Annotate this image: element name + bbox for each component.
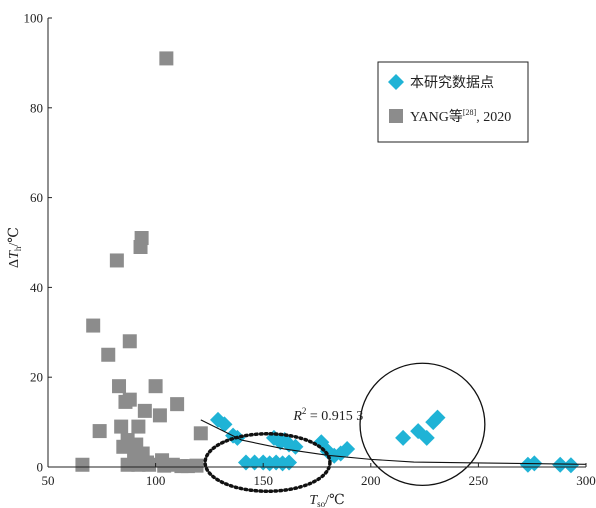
data-point xyxy=(131,419,146,434)
data-point xyxy=(429,409,446,426)
legend-box xyxy=(377,61,529,143)
data-point xyxy=(142,457,157,472)
data-point xyxy=(92,424,107,439)
y-tick-label: 60 xyxy=(30,190,43,205)
data-point xyxy=(152,408,167,423)
data-point xyxy=(552,456,569,473)
x-axis: 50 100 150 200 250 300 Tso/℃ xyxy=(42,463,596,508)
data-point xyxy=(193,426,208,441)
x-tick-label: 250 xyxy=(469,473,489,488)
x-tick-label: 150 xyxy=(253,473,273,488)
x-tick-label: 200 xyxy=(361,473,381,488)
y-tick-label: 20 xyxy=(30,370,43,385)
data-point xyxy=(86,318,101,333)
legend: 本研究数据点 YANG等[28], 2020 xyxy=(377,61,529,143)
y-tick-label: 40 xyxy=(30,280,43,295)
y-tick-label: 100 xyxy=(24,11,44,26)
data-point xyxy=(418,429,435,446)
x-tick-label: 100 xyxy=(146,473,166,488)
x-tick-label: 300 xyxy=(576,473,596,488)
series-yang xyxy=(75,51,208,474)
x-tick-label: 50 xyxy=(42,473,55,488)
data-point xyxy=(109,253,124,268)
legend-square-marker xyxy=(389,109,403,123)
data-point xyxy=(137,403,152,418)
data-point xyxy=(189,458,204,473)
data-point xyxy=(75,457,90,472)
data-point xyxy=(170,397,185,412)
data-point xyxy=(134,231,149,246)
data-point xyxy=(101,347,116,362)
data-point xyxy=(159,51,174,66)
fit-curve xyxy=(200,419,587,465)
data-point xyxy=(148,379,163,394)
legend-diamond-marker xyxy=(388,74,404,90)
data-point xyxy=(122,392,137,407)
y-axis: 0 20 40 60 80 100 ΔTh/℃ xyxy=(7,11,52,475)
y-tick-label: 80 xyxy=(30,100,43,115)
data-point xyxy=(216,416,233,433)
y-axis-label: ΔTh/℃ xyxy=(7,227,23,268)
data-point xyxy=(395,429,412,446)
data-point xyxy=(562,457,579,474)
r-squared-annotation: R2 = 0.915 3 xyxy=(292,406,363,424)
solid-highlight-ellipse xyxy=(359,362,486,487)
data-point xyxy=(122,334,137,349)
data-point xyxy=(114,419,129,434)
data-point xyxy=(339,441,356,458)
legend-entry-label: YANG等[28], 2020 xyxy=(410,108,511,125)
plot-area: R2 = 0.915 3 xyxy=(75,51,587,493)
legend-entry-label: 本研究数据点 xyxy=(410,75,494,91)
dotted-highlight-ellipse xyxy=(203,432,332,493)
data-point xyxy=(112,379,127,394)
x-axis-label: Tso/℃ xyxy=(309,493,344,508)
y-tick-label: 0 xyxy=(37,460,44,475)
